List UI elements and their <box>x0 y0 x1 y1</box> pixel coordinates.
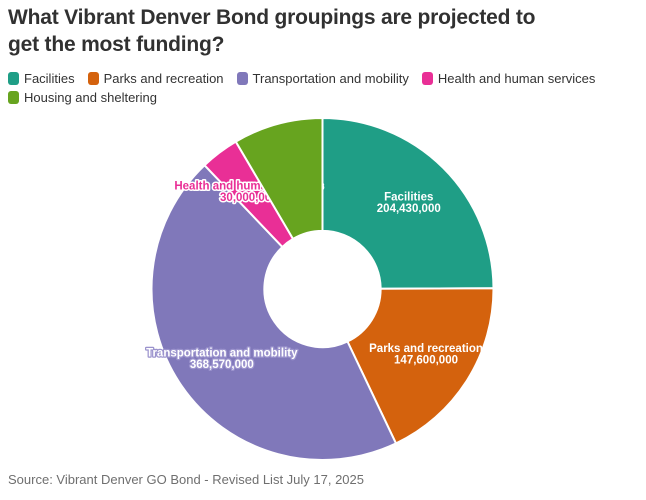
legend: Facilities Parks and recreation Transporta… <box>8 71 623 105</box>
legend-item-housing-and-sheltering: Housing and sheltering <box>8 90 157 105</box>
chart-title-line-1: What Vibrant Denver Bond groupings are p… <box>8 6 536 29</box>
pie-slice-parks-and-recreation[interactable] <box>346 287 495 445</box>
pie-slice-housing-and-sheltering[interactable] <box>234 117 324 240</box>
pie-slice-transportation-and-mobility[interactable] <box>150 164 397 461</box>
legend-swatch-health-and-human-services <box>421 72 433 85</box>
legend-label-housing-and-sheltering: Housing and sheltering <box>24 90 157 105</box>
legend-swatch-parks-and-recreation <box>87 72 99 85</box>
slice-label-transportation-and-mobility: Transportation and mobility 368,570,000 <box>146 347 298 371</box>
legend-label-parks-and-recreation: Parks and recreation <box>103 71 224 86</box>
chart-title-line-2: get the most funding? <box>8 33 225 56</box>
legend-item-parks-and-recreation: Parks and recreation <box>87 71 224 86</box>
legend-label-facilities: Facilities <box>24 71 75 86</box>
legend-swatch-transportation-and-mobility <box>236 72 248 85</box>
legend-swatch-facilities <box>8 72 19 85</box>
source-note: Source: Vibrant Denver GO Bond - Revised… <box>8 472 365 487</box>
legend-label-transportation-and-mobility: Transportation and mobility <box>252 71 409 86</box>
legend-item-transportation-and-mobility: Transportation and mobility <box>236 71 409 86</box>
pie-slice-facilities[interactable] <box>321 117 495 290</box>
slice-label-facilities: Facilities 204,430,000 <box>377 191 441 215</box>
legend-swatch-housing-and-sheltering <box>8 91 19 104</box>
legend-item-facilities: Facilities <box>8 71 75 86</box>
slice-label-parks-and-recreation: Parks and recreation 147,600,000 <box>369 343 483 367</box>
legend-item-health-and-human-services: Health and human services <box>421 71 596 86</box>
legend-label-health-and-human-services: Health and human services <box>437 71 596 86</box>
chart-title: What Vibrant Denver Bond groupings are p… <box>8 4 608 58</box>
